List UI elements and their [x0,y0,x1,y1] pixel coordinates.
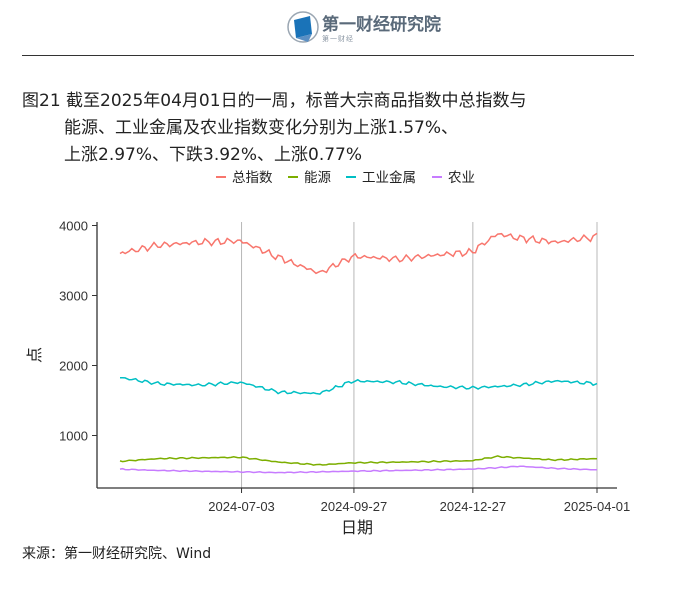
legend-label: 能源 [304,170,331,186]
series-line-2 [119,455,598,466]
legend-label: 总指数 [232,170,273,186]
logo-mark [287,11,319,43]
legend: 总指数 能源 工业金属 农业 [216,170,475,186]
y-tick-label: 1000 [59,429,88,444]
series-line-1 [119,232,598,275]
logo-tag: 第一财经 [322,35,354,43]
logo-name: 第一财经研究院 [322,15,441,35]
x-tick-label: 2024-12-27 [440,499,507,514]
source-note: 来源：第一财经研究院、Wind [22,546,212,562]
figure-title-line-3: 上涨2.97%、下跌3.92%、上涨0.77% [64,145,363,165]
y-tick-label: 2000 [59,359,88,374]
legend-label: 工业金属 [362,170,416,186]
x-tick-label: 2024-09-27 [321,499,388,514]
x-tick-label: 2025-04-01 [564,499,631,514]
logo: 第一财经研究院 第一财经 [286,8,441,48]
grid [241,222,598,488]
x-axis-label: 日期 [341,518,373,537]
legend-label: 农业 [448,170,475,186]
axes: 2024-07-03 2024-09-27 2024-12-27 2025-04-01… [25,219,630,538]
series-line-3 [120,377,598,395]
figure-title-line-1: 图21 截至2025年04月01日的一周，标普大宗商品指数中总指数与 [22,91,527,111]
header-rule [22,55,634,56]
y-axis-label: 点 [25,347,44,363]
y-tick-label: 4000 [59,219,88,234]
series-line-4 [119,465,597,474]
figure-title: 图21 截至2025年04月01日的一周，标普大宗商品指数中总指数与 能源、工业… [22,88,652,169]
x-tick-label: 2024-07-03 [208,499,275,514]
y-tick-label: 3000 [59,289,88,304]
figure-title-line-2: 能源、工业金属及农业指数变化分别为上涨1.57%、 [64,118,459,138]
series-group [119,232,598,474]
